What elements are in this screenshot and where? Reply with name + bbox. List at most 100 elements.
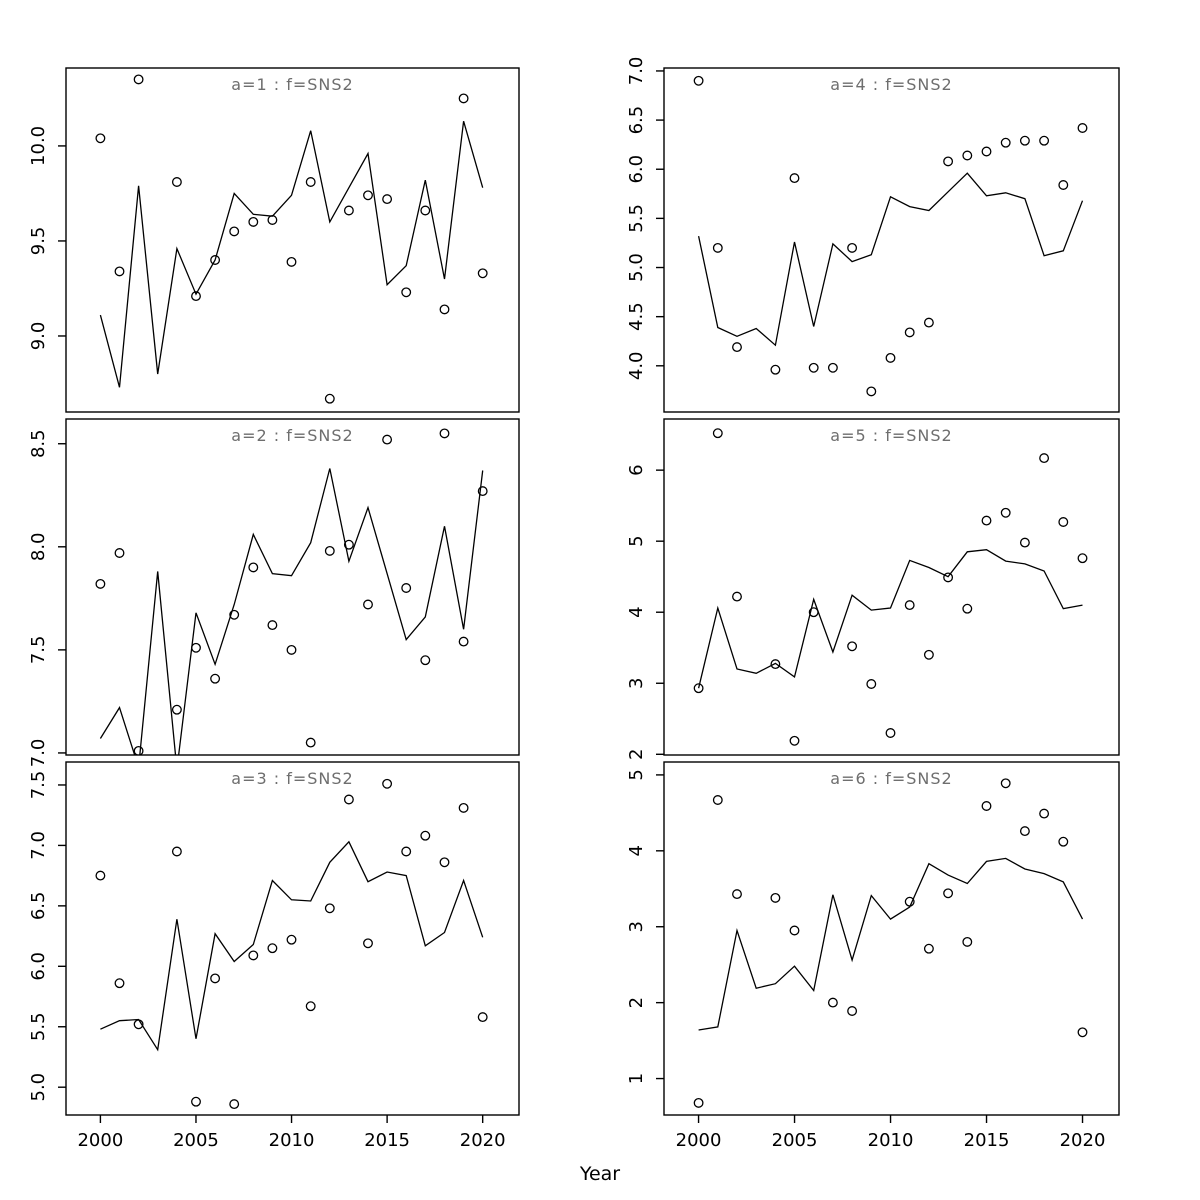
data-point <box>343 794 354 805</box>
fitted-line <box>99 468 484 755</box>
data-point <box>363 190 373 201</box>
panel-a3: a=3 : f=SNS2 5.0 5.5 6.0 6.5 7.0 7.5 2000 2005 20… <box>28 761 520 1151</box>
x-axis-tick-label: 2000 <box>77 1130 123 1151</box>
data-point <box>267 943 278 954</box>
data-point <box>1058 836 1069 847</box>
data-point <box>943 888 954 899</box>
data-point <box>1058 180 1069 190</box>
data-point <box>458 802 469 813</box>
data-point <box>923 649 934 660</box>
panel-a5: a=5 : f=SNS2 2 3 4 5 6 <box>626 418 1120 760</box>
y-axis-tick-label: 1 <box>626 1073 647 1084</box>
y-axis-tick-label: 9.0 <box>28 322 49 351</box>
data-point <box>324 903 335 914</box>
y-axis-tick-label: 6.5 <box>28 892 49 921</box>
data-point <box>1019 537 1030 548</box>
y-axis-tick-label: 5.5 <box>626 204 647 233</box>
data-point <box>693 683 704 694</box>
data-point <box>712 242 723 253</box>
data-point <box>267 215 278 225</box>
panel-border <box>65 67 520 413</box>
data-point <box>210 973 221 984</box>
y-axis-tick-label: 10.0 <box>28 126 49 166</box>
data-point <box>770 892 781 903</box>
data-point <box>1019 826 1030 837</box>
data-point <box>904 896 915 907</box>
panel-border <box>663 418 1120 756</box>
data-point <box>847 242 858 253</box>
y-axis-tick-label: 2 <box>626 997 647 1008</box>
data-point <box>712 428 723 439</box>
panel-a6: a=6 : f=SNS2 1 2 3 4 5 2000 2005 2010 2015 2020 <box>626 761 1120 1151</box>
data-point <box>420 655 431 666</box>
data-point <box>382 434 393 445</box>
y-axis-tick-label: 7.5 <box>28 636 49 665</box>
data-point <box>770 659 781 670</box>
observations <box>693 778 1088 1108</box>
fitted-line <box>100 840 484 1052</box>
y-axis-tick-label: 5 <box>626 769 647 780</box>
panel-title: a=3 : f=SNS2 <box>231 769 353 788</box>
data-point <box>732 889 742 900</box>
data-point <box>401 287 412 298</box>
panel-border <box>65 418 520 756</box>
data-point <box>923 317 934 328</box>
data-point <box>171 704 182 715</box>
y-axis-tick-label: 6.0 <box>626 155 647 184</box>
data-point <box>420 205 431 216</box>
y-axis-tick-label: 5.0 <box>626 253 647 282</box>
data-point <box>114 548 125 558</box>
data-point <box>286 644 297 655</box>
x-axis-tick-label: 2020 <box>1060 1130 1106 1151</box>
data-point <box>229 1099 240 1110</box>
x-axis-tick-label: 2005 <box>173 1130 219 1151</box>
data-point <box>981 146 992 157</box>
x-axis-tick-label: 2015 <box>964 1130 1010 1151</box>
data-point <box>1039 135 1050 146</box>
observations <box>693 428 1088 746</box>
data-point <box>133 1019 144 1030</box>
panel-title: a=2 : f=SNS2 <box>231 426 353 445</box>
data-point <box>1039 808 1050 819</box>
x-axis-tick-label: 2010 <box>269 1130 315 1151</box>
data-point <box>847 1006 858 1016</box>
data-point <box>1000 507 1011 518</box>
data-point <box>981 801 992 811</box>
observations <box>693 75 1088 397</box>
data-point <box>847 641 858 652</box>
y-axis-tick-label: 4.5 <box>626 302 647 331</box>
data-point <box>267 620 278 631</box>
data-point <box>439 304 450 315</box>
data-point <box>229 609 240 620</box>
fitted-line <box>698 857 1084 1031</box>
y-axis-tick-label: 4 <box>626 845 647 856</box>
y-axis-tick-label: 7.0 <box>626 57 647 86</box>
data-point <box>286 934 297 945</box>
data-point <box>477 268 488 279</box>
panel-title: a=5 : f=SNS2 <box>830 426 952 445</box>
data-point <box>324 393 335 404</box>
data-point <box>827 997 838 1008</box>
y-axis-tick-label: 6.5 <box>626 106 647 135</box>
y-axis-tick-label: 7.0 <box>28 739 49 768</box>
data-point <box>962 936 973 947</box>
y-axis-tick-label: 8.0 <box>28 532 49 561</box>
data-point <box>439 428 450 439</box>
data-point <box>808 607 819 618</box>
panel-a4: a=4 : f=SNS2 4.0 4.5 5.0 5.5 6.0 6.5 7.0 <box>626 57 1120 413</box>
data-point <box>904 600 915 611</box>
data-point <box>382 778 393 789</box>
data-point <box>382 194 393 205</box>
data-point <box>732 591 742 602</box>
y-axis-tick-label: 5 <box>626 535 647 546</box>
data-point <box>789 925 800 936</box>
data-point <box>191 1096 201 1107</box>
data-point <box>943 572 954 583</box>
data-point <box>885 728 896 738</box>
observations <box>95 428 488 755</box>
x-axis-tick-label: 2010 <box>868 1130 914 1151</box>
data-point <box>401 583 412 593</box>
y-axis-tick-label: 5.5 <box>28 1012 49 1041</box>
